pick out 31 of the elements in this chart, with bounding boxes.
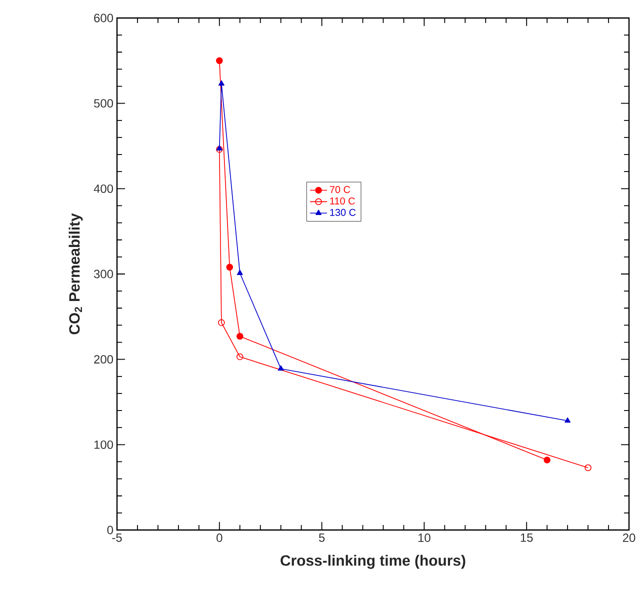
- point: [218, 80, 224, 86]
- point: [216, 145, 222, 150]
- point: [236, 332, 244, 340]
- y-tick-label: 600: [94, 14, 114, 22]
- y-tick-label: 0: [107, 526, 114, 534]
- x-axis-title: Cross-linking time (hours): [280, 554, 466, 569]
- point: [584, 464, 592, 472]
- y-axis-title: CO$_{2}$ Permeability: [68, 213, 83, 334]
- x-tick-label: 0: [216, 534, 222, 542]
- legend-label: 130 C: [330, 208, 356, 216]
- x-tick-label: 20: [622, 534, 636, 542]
- x-tick-label: 10: [418, 534, 430, 542]
- x-tick-label: 5: [318, 534, 325, 542]
- point: [236, 353, 244, 360]
- y-tick-label: 100: [94, 440, 114, 449]
- x-tick-label: -5: [112, 534, 122, 542]
- point: [544, 456, 550, 464]
- point: [218, 319, 225, 326]
- y-tick-label: 500: [94, 99, 114, 108]
- x-tick-label: 15: [520, 534, 533, 542]
- y-tick-label: 400: [94, 184, 114, 193]
- legend-label: 110 C: [330, 197, 355, 205]
- point: [216, 57, 223, 64]
- y-tick-label: 200: [94, 355, 114, 364]
- point: [216, 146, 223, 153]
- y-tick-label: 300: [94, 270, 114, 278]
- legend-label: 70 C: [330, 186, 350, 194]
- point: [564, 417, 571, 423]
- point: [226, 264, 234, 271]
- point: [278, 365, 284, 371]
- point: [236, 270, 243, 276]
